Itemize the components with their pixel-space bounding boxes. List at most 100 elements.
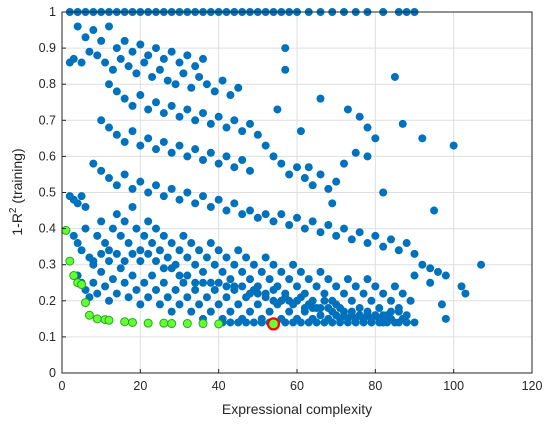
model-point: [112, 289, 121, 298]
model-point: [167, 264, 176, 273]
model-point: [81, 33, 90, 42]
model-point: [89, 159, 98, 168]
model-point: [183, 105, 192, 114]
model-point: [69, 231, 78, 240]
model-point: [120, 36, 129, 45]
model-point: [312, 318, 321, 327]
y-tick-label: 0.1: [39, 330, 56, 344]
model-point: [144, 51, 153, 60]
pareto-point: [167, 319, 177, 329]
model-point: [234, 318, 243, 327]
model-point: [77, 246, 86, 255]
model-point: [183, 51, 192, 60]
pareto-point: [69, 271, 79, 281]
pareto-point: [104, 315, 114, 325]
model-point: [206, 148, 215, 157]
model-point: [120, 170, 129, 179]
model-point: [343, 105, 352, 114]
model-point: [183, 271, 192, 280]
model-point: [167, 239, 176, 248]
pareto-point: [81, 298, 90, 308]
model-point: [238, 127, 247, 136]
model-point: [128, 47, 137, 56]
model-point: [163, 253, 172, 262]
model-point: [101, 58, 110, 67]
model-point: [253, 213, 262, 222]
model-point: [230, 282, 239, 291]
model-point: [457, 282, 466, 291]
model-point: [340, 159, 348, 168]
model-point: [316, 311, 325, 320]
pareto-point: [77, 280, 87, 290]
model-point: [191, 278, 200, 287]
model-point: [144, 217, 153, 226]
model-point: [426, 278, 435, 287]
model-point: [410, 271, 419, 280]
model-point: [230, 116, 239, 125]
model-point: [363, 275, 372, 284]
model-point: [371, 282, 380, 291]
model-point: [367, 296, 376, 305]
model-point: [277, 210, 286, 219]
model-point: [144, 188, 153, 197]
model-point: [101, 282, 110, 291]
model-point: [206, 307, 215, 316]
model-point: [183, 188, 192, 197]
model-point: [191, 285, 200, 294]
model-point: [199, 192, 207, 201]
model-point: [281, 65, 290, 74]
model-point: [144, 134, 153, 143]
model-point: [183, 293, 192, 302]
model-point: [175, 271, 184, 280]
model-point: [441, 271, 450, 280]
model-point: [187, 83, 196, 92]
model-point: [316, 94, 325, 103]
model-point: [293, 282, 301, 291]
model-point: [394, 307, 403, 316]
model-point: [132, 285, 141, 294]
model-point: [93, 289, 102, 298]
pareto-point: [198, 319, 208, 329]
pareto-point: [159, 318, 169, 328]
model-point: [230, 199, 239, 208]
model-point: [277, 159, 286, 168]
model-point: [199, 156, 207, 165]
model-point: [97, 217, 106, 226]
model-point: [249, 318, 258, 327]
model-point: [371, 311, 380, 320]
model-point: [355, 311, 364, 320]
model-point: [120, 137, 129, 146]
model-point: [214, 159, 223, 168]
pareto-point: [128, 317, 137, 327]
model-point: [285, 296, 294, 305]
model-point: [324, 275, 333, 284]
y-tick-label: 0.6: [39, 149, 56, 163]
model-point: [179, 69, 188, 78]
model-point: [328, 318, 337, 327]
model-point: [398, 119, 407, 128]
model-point: [363, 239, 372, 248]
model-point: [148, 72, 157, 81]
model-point: [159, 109, 168, 118]
model-point: [230, 260, 239, 269]
model-point: [175, 246, 184, 255]
model-point: [269, 152, 278, 161]
model-point: [155, 65, 164, 74]
model-point: [226, 91, 235, 100]
model-point: [199, 267, 207, 276]
model-point: [85, 47, 94, 56]
model-point: [214, 300, 223, 309]
data-points: [61, 8, 486, 331]
model-point: [144, 249, 153, 258]
model-point: [120, 217, 129, 226]
model-point: [277, 296, 286, 305]
model-point: [128, 202, 137, 211]
model-point: [375, 304, 384, 313]
model-point: [222, 123, 231, 132]
model-point: [144, 293, 153, 302]
model-point: [308, 181, 317, 190]
model-point: [218, 267, 227, 276]
model-point: [81, 202, 90, 211]
model-point: [167, 184, 176, 193]
